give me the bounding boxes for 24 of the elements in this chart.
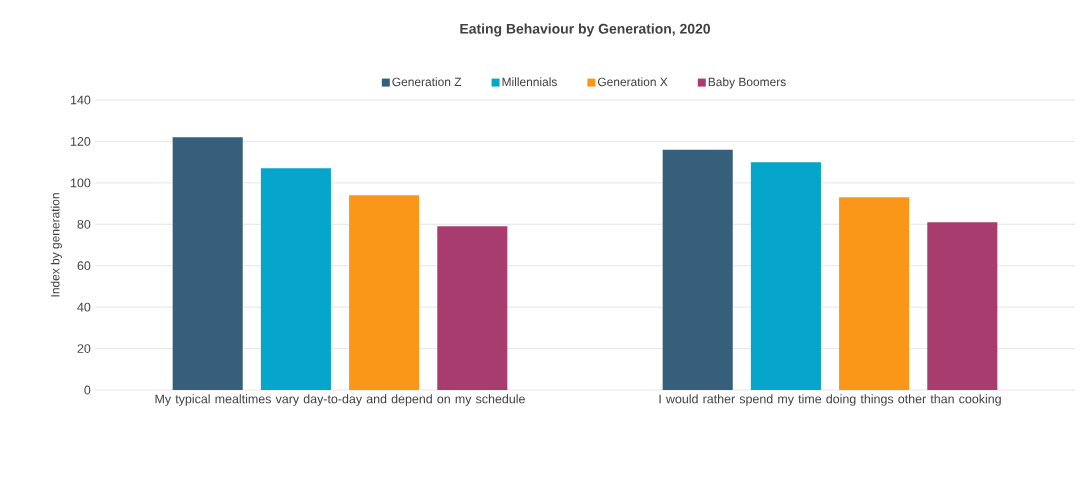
- bar: [662, 149, 733, 390]
- bar: [750, 162, 821, 390]
- y-tick-label: 100: [70, 178, 91, 188]
- legend-label: Millennials: [502, 77, 557, 87]
- bar: [172, 137, 243, 390]
- y-tick-label: 0: [84, 385, 91, 395]
- x-tick-label: I would rather spend my time doing things other than cooking: [659, 394, 1001, 406]
- y-tick-label: 140: [70, 95, 91, 105]
- y-tick-label: 40: [77, 302, 91, 312]
- bar: [437, 226, 508, 390]
- chart-title: Eating Behaviour by Generation, 2020: [460, 23, 710, 37]
- y-tick-label: 20: [77, 344, 91, 353]
- legend-label: Generation Z: [392, 77, 462, 87]
- y-axis-title: Index by generation: [50, 193, 62, 297]
- bar: [839, 197, 910, 390]
- legend-label: Baby Boomers: [708, 77, 786, 89]
- legend-label: Generation X: [597, 77, 668, 87]
- y-tick-label: 60: [77, 261, 91, 271]
- y-tick-label: 80: [77, 219, 91, 229]
- y-tick-label: 120: [70, 137, 91, 146]
- bar: [260, 168, 331, 390]
- x-tick-label: My typical mealtimes vary day-to-day and depend on my schedule: [155, 394, 525, 406]
- bar: [927, 222, 998, 390]
- bar: [349, 195, 420, 390]
